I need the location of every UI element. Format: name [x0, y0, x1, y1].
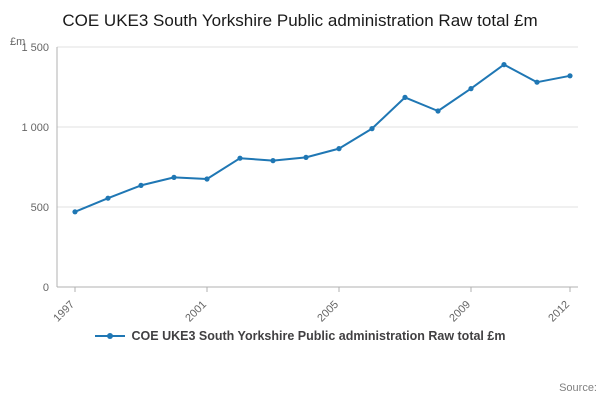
svg-text:2001: 2001	[183, 299, 209, 325]
svg-text:500: 500	[31, 202, 49, 214]
svg-text:0: 0	[43, 282, 49, 294]
svg-text:1997: 1997	[51, 299, 77, 325]
legend-label: COE UKE3 South Yorkshire Public administ…	[131, 328, 506, 343]
legend: COE UKE3 South Yorkshire Public administ…	[0, 329, 600, 343]
line-chart: £m 0 500 1 000 1 500 1997 2001 2005 2009 2012	[10, 36, 578, 325]
source-label: Source:	[559, 382, 597, 394]
svg-text:2009: 2009	[447, 299, 473, 325]
svg-text:2012: 2012	[546, 299, 572, 325]
svg-text:1 000: 1 000	[21, 122, 49, 134]
legend-item[interactable]: COE UKE3 South Yorkshire Public administ…	[94, 328, 506, 343]
svg-text:2005: 2005	[315, 299, 341, 325]
svg-text:1 500: 1 500	[21, 42, 49, 54]
svg-text:£m: £m	[10, 36, 25, 48]
chart-title: COE UKE3 South Yorkshire Public administ…	[62, 11, 538, 30]
legend-line-marker-icon	[94, 332, 125, 339]
